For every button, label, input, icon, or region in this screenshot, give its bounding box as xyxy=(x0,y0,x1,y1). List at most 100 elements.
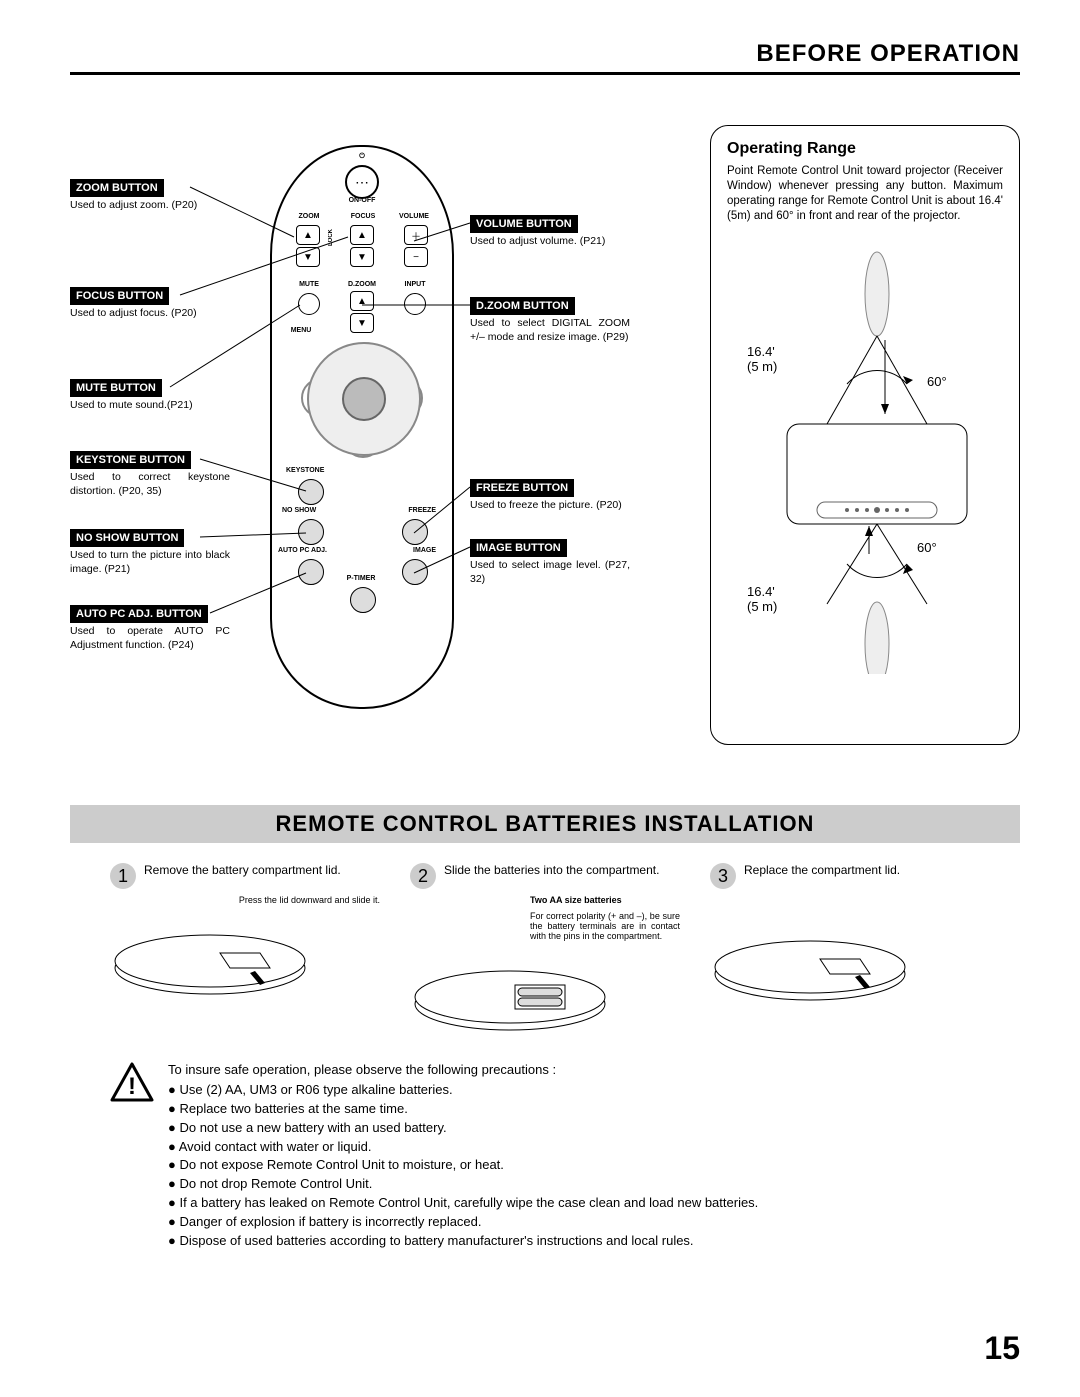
step-2-illustration xyxy=(410,949,610,1039)
operating-range-title: Operating Range xyxy=(727,140,1003,158)
warn-item: Use (2) AA, UM3 or R06 type alkaline bat… xyxy=(168,1081,758,1100)
remote-mute-button xyxy=(298,293,320,315)
remote-onoff-button: ⋯ xyxy=(345,165,379,199)
step-3: 3 Replace the compartment lid. xyxy=(710,863,980,1042)
remote-vol-up: ＋ xyxy=(404,225,428,245)
warn-item: Do not expose Remote Control Unit to moi… xyxy=(168,1156,758,1175)
step-1-note: Press the lid downward and slide it. xyxy=(110,895,380,905)
warn-item: If a battery has leaked on Remote Contro… xyxy=(168,1194,758,1213)
step-3-illustration xyxy=(710,919,910,1009)
label-focus-title: FOCUS BUTTON xyxy=(70,287,169,305)
label-freeze: FREEZE BUTTON Used to freeze the picture… xyxy=(470,479,630,513)
label-zoom-title: ZOOM BUTTON xyxy=(70,179,164,197)
remote-power-symbol: ⏻ xyxy=(359,153,365,161)
warning-section: ! To insure safe operation, please obser… xyxy=(70,1062,1020,1251)
label-noshow-desc: Used to turn the picture into black imag… xyxy=(70,549,230,576)
label-volume: VOLUME BUTTON Used to adjust volume. (P2… xyxy=(470,215,630,249)
operating-range-diagram: 16.4' (5 m) 60° 16.4' (5 m) 60° xyxy=(727,244,1003,674)
range-angle-bottom: 60° xyxy=(917,540,937,555)
warn-item: Danger of explosion if battery is incorr… xyxy=(168,1213,758,1232)
remote-mute-label: MUTE xyxy=(294,281,324,288)
label-keystone-desc: Used to correct keystone distortion. (P2… xyxy=(70,471,230,498)
remote-volume-label: VOLUME xyxy=(396,213,432,220)
step-1-illustration xyxy=(110,913,310,1003)
label-autopc: AUTO PC ADJ. BUTTON Used to operate AUTO… xyxy=(70,605,230,653)
section-title: REMOTE CONTROL BATTERIES INSTALLATION xyxy=(70,805,1020,843)
label-volume-desc: Used to adjust volume. (P21) xyxy=(470,235,630,249)
label-dzoom-title: D.ZOOM BUTTON xyxy=(470,297,575,315)
remote-zoom-up: ▲ xyxy=(296,225,320,245)
warn-item: Replace two batteries at the same time. xyxy=(168,1100,758,1119)
remote-noshow-label: NO SHOW xyxy=(282,507,332,514)
remote-ptimer-label: P-TIMER xyxy=(336,575,386,582)
operating-range-box: Operating Range Point Remote Control Uni… xyxy=(710,125,1020,745)
remote-dzoom-label: D.ZOOM xyxy=(342,281,382,288)
label-autopc-desc: Used to operate AUTO PC Adjustment funct… xyxy=(70,625,230,652)
page-number: 15 xyxy=(984,1330,1020,1367)
remote-freeze-button xyxy=(402,519,428,545)
warn-item: Do not drop Remote Control Unit. xyxy=(168,1175,758,1194)
remote-keystone-label: KEYSTONE xyxy=(286,467,336,474)
label-mute-desc: Used to mute sound.(P21) xyxy=(70,399,230,413)
label-mute: MUTE BUTTON Used to mute sound.(P21) xyxy=(70,379,230,413)
step-2-note: For correct polarity (+ and –), be sure … xyxy=(530,911,680,941)
label-image-desc: Used to select image level. (P27, 32) xyxy=(470,559,630,586)
operating-range-desc: Point Remote Control Unit toward project… xyxy=(727,164,1003,224)
step-2: 2 Slide the batteries into the compartme… xyxy=(410,863,680,1042)
remote-input-button xyxy=(404,293,426,315)
remote-input-label: INPUT xyxy=(400,281,430,288)
page-header: BEFORE OPERATION xyxy=(70,40,1020,75)
warn-item: Avoid contact with water or liquid. xyxy=(168,1138,758,1157)
label-noshow: NO SHOW BUTTON Used to turn the picture … xyxy=(70,529,230,577)
step-2-note-title: Two AA size batteries xyxy=(530,895,680,905)
step-2-number: 2 xyxy=(410,863,436,889)
remote-control: ⏻ ⋯ ON-OFF ZOOM FOCUS VOLUME ▲ ▼ ▲ ▼ ＋ −… xyxy=(270,145,450,705)
remote-freeze-label: FREEZE xyxy=(396,507,436,514)
step-3-text: Replace the compartment lid. xyxy=(744,863,900,879)
remote-onoff-label: ON-OFF xyxy=(349,197,376,204)
remote-vol-down: − xyxy=(404,247,428,267)
remote-keystone-button xyxy=(298,479,324,505)
remote-ptimer-button xyxy=(350,587,376,613)
range-dist-bottom: 16.4' (5 m) xyxy=(747,584,777,614)
label-autopc-title: AUTO PC ADJ. BUTTON xyxy=(70,605,208,623)
remote-dzoom-down: ▼ xyxy=(350,313,374,333)
warn-item: Do not use a new battery with an used ba… xyxy=(168,1119,758,1138)
warning-intro: To insure safe operation, please observe… xyxy=(168,1062,758,1077)
remote-noshow-button xyxy=(298,519,324,545)
step-2-text: Slide the batteries into the compartment… xyxy=(444,863,659,879)
remote-menu-label: MENU xyxy=(286,327,316,334)
range-dist-top: 16.4' (5 m) xyxy=(747,344,777,374)
svg-text:!: ! xyxy=(128,1073,136,1100)
remote-diagram-area: ZOOM BUTTON Used to adjust zoom. (P20) F… xyxy=(70,155,1020,775)
remote-autopc-button xyxy=(298,559,324,585)
remote-autopc-label: AUTO PC ADJ. xyxy=(278,547,338,554)
label-image: IMAGE BUTTON Used to select image level.… xyxy=(470,539,630,587)
warn-item: Dispose of used batteries according to b… xyxy=(168,1232,758,1251)
label-zoom: ZOOM BUTTON Used to adjust zoom. (P20) xyxy=(70,179,230,213)
label-freeze-title: FREEZE BUTTON xyxy=(470,479,574,497)
label-focus: FOCUS BUTTON Used to adjust focus. (P20) xyxy=(70,287,230,321)
step-1-number: 1 xyxy=(110,863,136,889)
warning-icon: ! xyxy=(110,1062,154,1102)
steps-row: 1 Remove the battery compartment lid. Pr… xyxy=(70,863,1020,1042)
label-focus-desc: Used to adjust focus. (P20) xyxy=(70,307,230,321)
remote-lock-label: LOCK xyxy=(328,229,334,246)
remote-zoom-label: ZOOM xyxy=(294,213,324,220)
label-zoom-desc: Used to adjust zoom. (P20) xyxy=(70,199,230,213)
label-dzoom: D.ZOOM BUTTON Used to select DIGITAL ZOO… xyxy=(470,297,630,345)
label-image-title: IMAGE BUTTON xyxy=(470,539,567,557)
label-freeze-desc: Used to freeze the picture. (P20) xyxy=(470,499,630,513)
step-1-text: Remove the battery compartment lid. xyxy=(144,863,341,879)
label-keystone-title: KEYSTONE BUTTON xyxy=(70,451,191,469)
remote-zoom-down: ▼ xyxy=(296,247,320,267)
remote-focus-down: ▼ xyxy=(350,247,374,267)
remote-focus-label: FOCUS xyxy=(346,213,380,220)
step-1: 1 Remove the battery compartment lid. Pr… xyxy=(110,863,380,1042)
label-dzoom-desc: Used to select DIGITAL ZOOM +/– mode and… xyxy=(470,317,630,344)
label-noshow-title: NO SHOW BUTTON xyxy=(70,529,184,547)
remote-focus-up: ▲ xyxy=(350,225,374,245)
step-3-number: 3 xyxy=(710,863,736,889)
remote-dzoom-up: ▲ xyxy=(350,291,374,311)
label-keystone: KEYSTONE BUTTON Used to correct keystone… xyxy=(70,451,230,499)
